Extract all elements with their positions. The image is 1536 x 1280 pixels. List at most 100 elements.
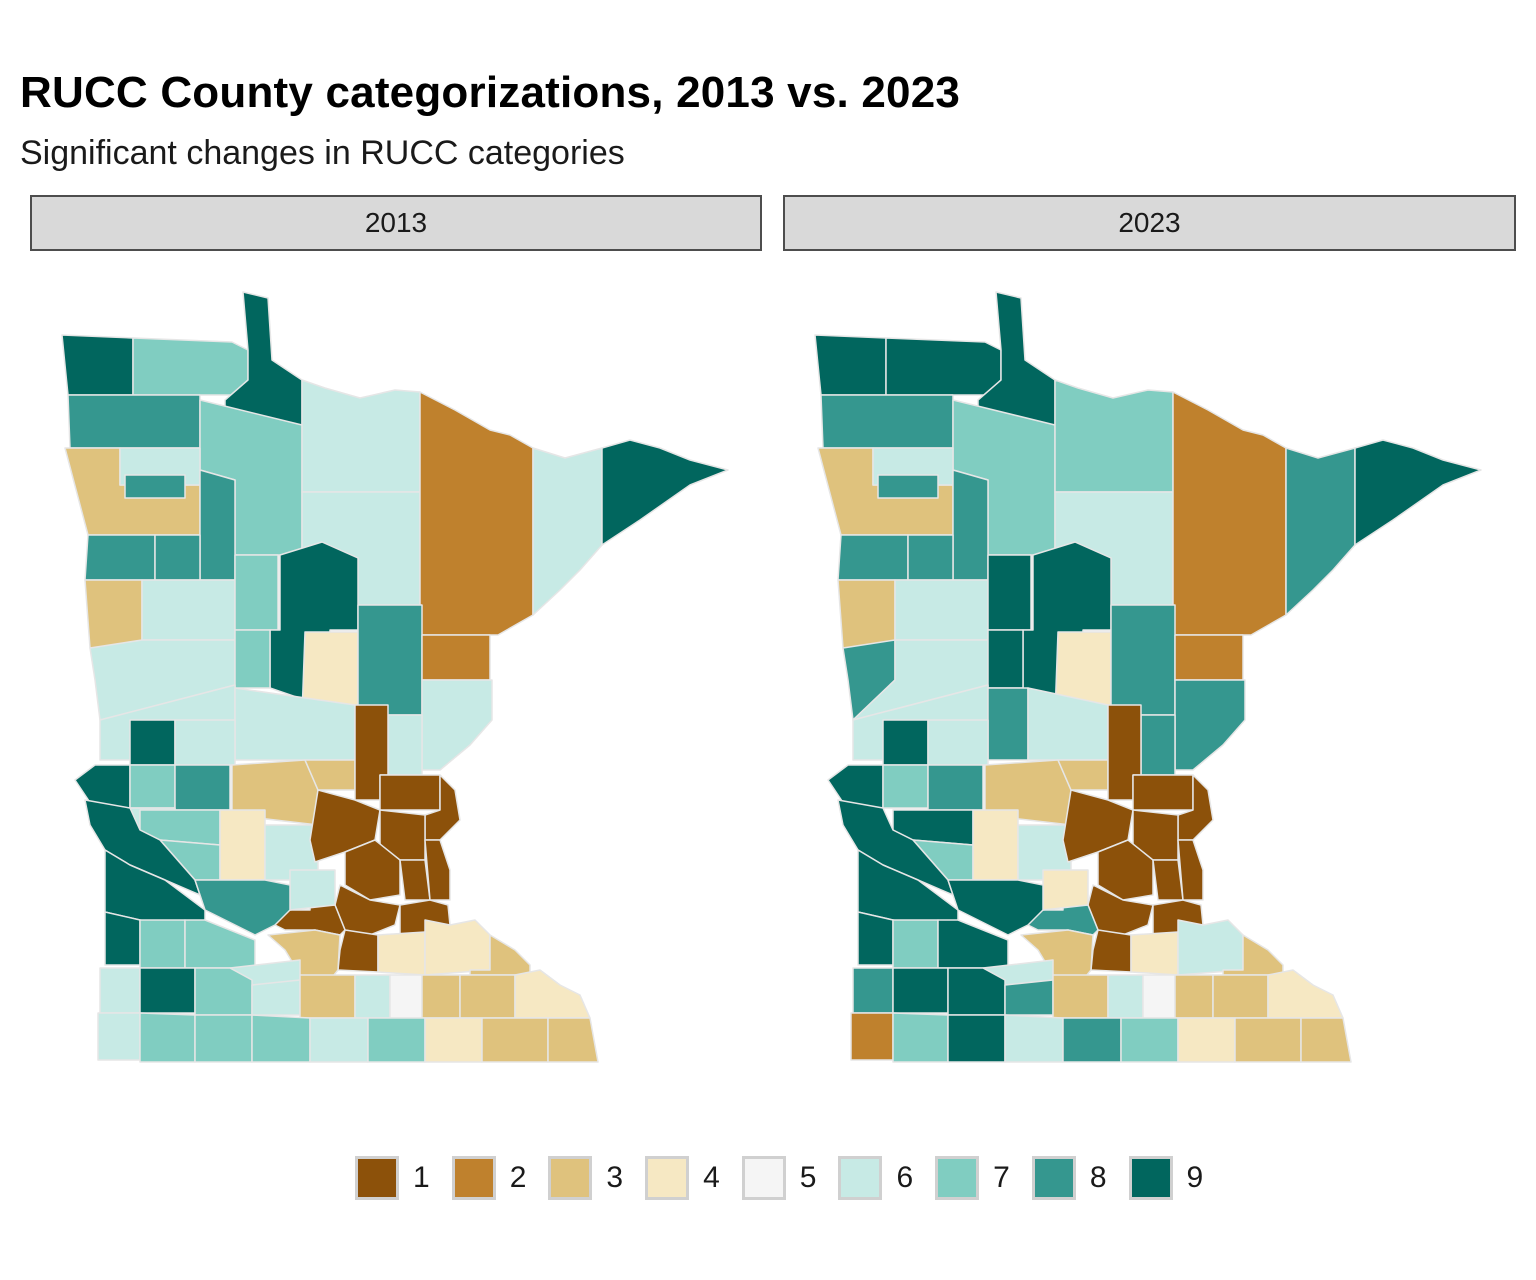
county[interactable] xyxy=(387,714,423,776)
county[interactable] xyxy=(174,719,236,766)
county[interactable] xyxy=(850,1012,894,1061)
county[interactable] xyxy=(132,337,249,396)
county[interactable] xyxy=(139,967,196,1014)
county[interactable] xyxy=(857,911,894,966)
county[interactable] xyxy=(194,879,291,936)
county[interactable] xyxy=(141,579,236,641)
county[interactable] xyxy=(344,839,401,901)
county[interactable] xyxy=(894,579,989,641)
county[interactable] xyxy=(84,579,143,649)
county[interactable] xyxy=(139,1012,196,1063)
county[interactable] xyxy=(421,679,493,771)
county[interactable] xyxy=(852,967,894,1014)
county[interactable] xyxy=(1004,1014,1064,1063)
county[interactable] xyxy=(1174,974,1214,1019)
county[interactable] xyxy=(814,334,887,396)
county[interactable] xyxy=(1285,447,1356,616)
county[interactable] xyxy=(301,379,421,493)
county[interactable] xyxy=(104,911,141,966)
county[interactable] xyxy=(309,1017,369,1063)
county[interactable] xyxy=(882,764,929,809)
county[interactable] xyxy=(174,764,231,811)
county[interactable] xyxy=(194,1014,253,1063)
county[interactable] xyxy=(1177,919,1244,976)
county[interactable] xyxy=(357,604,423,716)
county[interactable] xyxy=(987,554,1032,631)
county[interactable] xyxy=(820,394,954,449)
county[interactable] xyxy=(837,579,896,649)
county[interactable] xyxy=(1212,974,1269,1019)
county[interactable] xyxy=(1177,1017,1236,1063)
county[interactable] xyxy=(1130,931,1179,976)
county[interactable] xyxy=(84,534,156,581)
county[interactable] xyxy=(1142,974,1176,1019)
county[interactable] xyxy=(61,334,134,396)
county[interactable] xyxy=(424,1017,483,1063)
county[interactable] xyxy=(1090,929,1132,973)
county[interactable] xyxy=(234,554,279,631)
county[interactable] xyxy=(952,469,989,581)
county[interactable] xyxy=(299,974,356,1019)
county[interactable] xyxy=(987,687,1029,761)
county[interactable] xyxy=(947,1014,1006,1063)
county[interactable] xyxy=(129,719,176,766)
county[interactable] xyxy=(199,469,236,581)
county[interactable] xyxy=(1052,974,1109,1019)
county[interactable] xyxy=(1234,1017,1302,1063)
county[interactable] xyxy=(601,439,729,546)
county[interactable] xyxy=(424,919,491,976)
county[interactable] xyxy=(421,974,461,1019)
county[interactable] xyxy=(389,974,423,1019)
county[interactable] xyxy=(289,869,336,911)
county[interactable] xyxy=(367,1017,426,1063)
county[interactable] xyxy=(97,1012,141,1061)
county[interactable] xyxy=(972,809,1019,881)
county[interactable] xyxy=(1107,974,1144,1019)
county[interactable] xyxy=(892,1012,949,1063)
county[interactable] xyxy=(1062,1017,1122,1063)
county[interactable] xyxy=(882,719,929,766)
county[interactable] xyxy=(1004,979,1054,1016)
county[interactable] xyxy=(219,809,266,881)
county[interactable] xyxy=(481,1017,549,1063)
county[interactable] xyxy=(885,337,1002,396)
county[interactable] xyxy=(1120,1017,1179,1063)
county[interactable] xyxy=(514,969,591,1019)
county[interactable] xyxy=(337,929,379,973)
county[interactable] xyxy=(129,764,176,809)
county[interactable] xyxy=(67,394,201,449)
county[interactable] xyxy=(1300,1017,1352,1063)
county[interactable] xyxy=(1177,839,1204,901)
county[interactable] xyxy=(354,974,391,1019)
county[interactable] xyxy=(892,919,939,969)
county[interactable] xyxy=(399,859,431,901)
county[interactable] xyxy=(947,967,1006,1016)
county[interactable] xyxy=(194,967,253,1016)
county[interactable] xyxy=(877,474,939,499)
county[interactable] xyxy=(124,474,186,499)
county[interactable] xyxy=(937,919,1009,969)
county[interactable] xyxy=(1174,634,1244,681)
county[interactable] xyxy=(234,629,271,689)
county[interactable] xyxy=(532,447,603,616)
county[interactable] xyxy=(1354,439,1482,546)
county[interactable] xyxy=(1174,679,1246,771)
county[interactable] xyxy=(1140,714,1176,776)
county[interactable] xyxy=(1042,869,1089,911)
county[interactable] xyxy=(1172,391,1287,636)
county[interactable] xyxy=(1152,859,1184,901)
county[interactable] xyxy=(907,534,954,581)
county[interactable] xyxy=(987,629,1024,689)
county[interactable] xyxy=(424,839,451,901)
county[interactable] xyxy=(377,931,426,976)
county[interactable] xyxy=(927,719,989,766)
county[interactable] xyxy=(139,919,186,969)
county[interactable] xyxy=(251,979,301,1016)
county[interactable] xyxy=(892,967,949,1014)
county[interactable] xyxy=(99,967,141,1014)
county[interactable] xyxy=(154,534,201,581)
county[interactable] xyxy=(459,974,516,1019)
county[interactable] xyxy=(1267,969,1344,1019)
county[interactable] xyxy=(1110,604,1176,716)
county[interactable] xyxy=(184,919,256,969)
